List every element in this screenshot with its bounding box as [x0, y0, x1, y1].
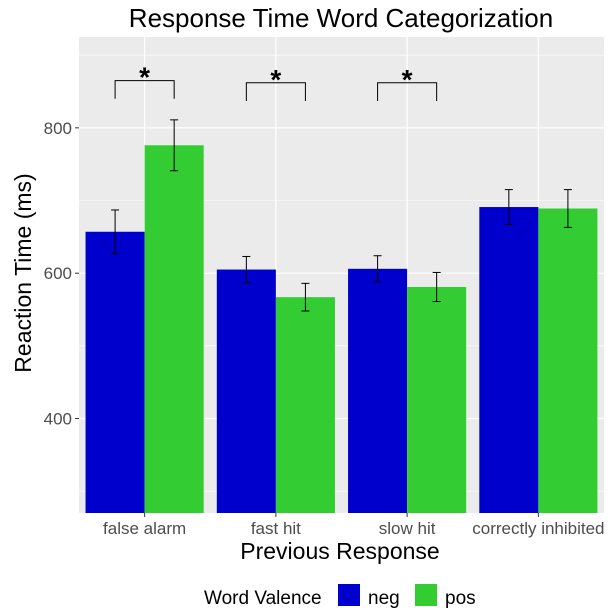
bar-pos-correctly-inhibited: [538, 208, 598, 513]
y-axis-ticks: 400 600 800: [44, 119, 79, 429]
bar-pos-slow-hit: [407, 286, 467, 513]
significance-star: *: [270, 64, 281, 95]
error-bar-pos-slow-hit: [432, 271, 441, 303]
error-bar-pos-fast-hit: [301, 282, 310, 312]
x-axis-ticks: false alarm fast hit slow hit correctly inh…: [103, 513, 605, 538]
bar-pos-fast-hit: [275, 297, 335, 513]
significance-bracket: [377, 82, 438, 101]
legend-title: Word Valence: [204, 588, 322, 609]
bar-neg-fast-hit: [216, 269, 276, 513]
bar-pos-false-alarm: [144, 145, 204, 513]
y-axis-title: Reaction Time (ms): [10, 173, 36, 372]
error-bar-pos-correctly-inhibited: [563, 189, 572, 228]
x-tick-label: slow hit: [379, 519, 436, 538]
bar-neg-correctly-inhibited: [479, 207, 539, 513]
error-bar-neg-false-alarm: [111, 209, 120, 255]
error-bars: [111, 119, 572, 312]
significance-slow-hit: *: [377, 64, 438, 101]
legend-label-pos: pos: [445, 588, 476, 609]
x-axis-title: Previous Response: [240, 538, 439, 564]
legend-swatch-pos: [415, 584, 437, 606]
legend-label-neg: neg: [368, 588, 400, 609]
significance-fast-hit: *: [245, 64, 306, 101]
chart-title: Response Time Word Categorization: [129, 3, 553, 33]
error-bar-neg-fast-hit: [242, 255, 251, 284]
y-tick-label: 800: [44, 119, 72, 138]
error-bar-pos-false-alarm: [170, 119, 179, 172]
error-bar-neg-slow-hit: [373, 255, 382, 283]
error-bar-neg-correctly-inhibited: [504, 189, 513, 225]
bars: [85, 145, 598, 513]
significance-bracket: [114, 80, 175, 99]
significance-bracket: [245, 82, 306, 101]
significance-star: *: [139, 62, 150, 93]
x-tick-label: correctly inhibited: [472, 519, 604, 538]
x-tick-label: false alarm: [103, 519, 186, 538]
x-tick-label: fast hit: [251, 519, 301, 538]
legend-swatch-neg: [338, 584, 360, 606]
bar-neg-slow-hit: [348, 268, 408, 513]
legend: Word Valence neg pos: [204, 584, 476, 609]
significance-false-alarm: *: [114, 62, 175, 99]
significance-star: *: [402, 64, 413, 95]
significance-annotations: * * *: [114, 62, 438, 101]
y-tick-label: 600: [44, 264, 72, 283]
bar-neg-false-alarm: [85, 231, 145, 513]
y-tick-label: 400: [44, 410, 72, 429]
